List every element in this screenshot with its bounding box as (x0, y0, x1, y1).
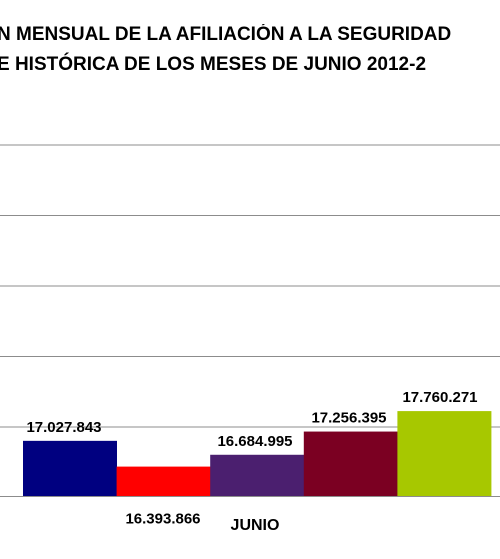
bar-4 (303, 431, 398, 496)
bars (23, 411, 492, 496)
x-axis: JUNIO (0, 496, 500, 534)
bar-3 (210, 454, 305, 496)
chart-title: N MENSUAL DE LA AFILIACIÓN A LA SEGURIDA… (0, 24, 500, 84)
category-label: JUNIO (231, 517, 280, 534)
gridlines (0, 144, 500, 428)
chart-title-line-2: E HISTÓRICA DE LOS MESES DE JUNIO 2012-2 (0, 54, 427, 75)
data-label-1: 17.027.843 (26, 419, 101, 436)
bar-1 (23, 440, 117, 496)
data-label-5: 17.760.271 (402, 389, 477, 406)
bar-2 (116, 466, 211, 496)
data-label-2: 16.393.866 (125, 511, 200, 528)
data-label-3: 16.684.995 (217, 433, 292, 450)
chart-title-line-1: N MENSUAL DE LA AFILIACIÓN A LA SEGURIDA… (0, 24, 452, 45)
bar-5 (397, 411, 492, 496)
data-label-4: 17.256.395 (311, 410, 386, 427)
data-labels: 17.027.843 16.393.866 16.684.995 17.256.395… (26, 389, 477, 528)
